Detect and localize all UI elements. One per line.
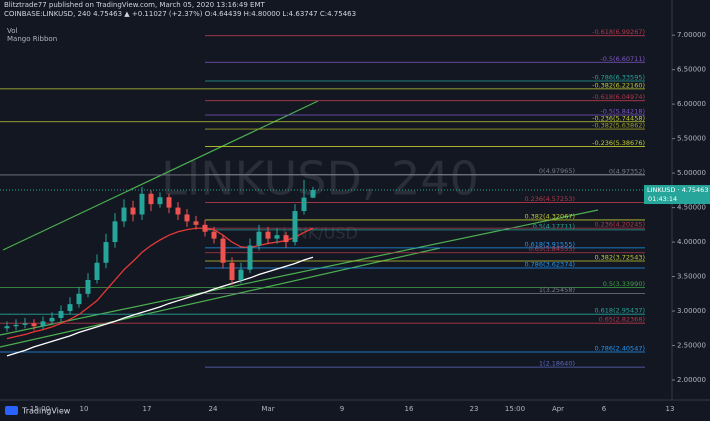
candle-body <box>58 311 64 318</box>
x-tick-label: Apr <box>552 405 564 413</box>
x-tick-label: 13 <box>666 405 675 413</box>
candle-body <box>31 323 37 327</box>
fib-label: -0.786(6.33595) <box>592 73 645 81</box>
candle-body <box>202 224 208 232</box>
fib-label: -0.236(5.74458) <box>592 114 645 122</box>
candle-body <box>13 324 19 327</box>
candle-body <box>67 304 73 312</box>
y-tick-label: 5.50000 <box>677 135 706 143</box>
candle-body <box>310 190 316 198</box>
indicator-vol: Vol <box>7 27 18 35</box>
y-tick-label: 7.00000 <box>677 31 706 39</box>
candle-body <box>256 231 262 246</box>
fib-label: 0.382(4.32067) <box>524 212 575 220</box>
candle-body <box>274 235 280 239</box>
y-tick-label: 2.50000 <box>677 342 706 350</box>
fib-label: 0.786(3.62374) <box>524 261 575 269</box>
candle-body <box>4 326 10 329</box>
fib-label: 1(2.18640) <box>539 360 575 368</box>
fib-label: 0.618(3.91555) <box>524 240 575 248</box>
countdown: 01:43:14 <box>648 195 677 203</box>
candle-body <box>247 245 253 270</box>
fib-label: -0.5(5.84218) <box>600 108 645 116</box>
x-tick-label: 15:00 <box>30 405 50 413</box>
y-tick-label: 3.00000 <box>677 307 706 315</box>
x-tick-label: 24 <box>209 405 218 413</box>
ma-line <box>6 256 314 357</box>
x-tick-label: 15:00 <box>505 405 525 413</box>
candle-body <box>76 293 82 305</box>
candle-body <box>292 211 298 243</box>
trend-line <box>2 100 319 251</box>
candle-body <box>157 197 163 205</box>
x-tick-label: 9 <box>340 405 344 413</box>
candle-body <box>220 238 226 263</box>
fib-label: 0.382(3.72543) <box>594 254 645 262</box>
candle-body <box>130 207 136 215</box>
y-tick-label: 4.50000 <box>677 204 706 212</box>
fib-label: -0.382(6.22160) <box>592 81 645 89</box>
fib-label: -0.618(6.99267) <box>592 28 645 36</box>
candle-body <box>175 207 181 215</box>
x-tick-label: 17 <box>143 405 152 413</box>
candle-body <box>301 197 307 212</box>
symbol-info: COINBASE:LINKUSD, 240 4.75463 ▲ +0.11027… <box>4 10 356 18</box>
candle-body <box>40 321 46 327</box>
price-tag-box <box>644 185 710 205</box>
x-tick-label: 10 <box>80 405 89 413</box>
candle-body <box>148 193 154 205</box>
candle-body <box>211 231 217 239</box>
candle-body <box>184 214 190 222</box>
fib-label: 0.65(3.84555) <box>529 245 575 253</box>
x-tick-label: 16 <box>405 405 414 413</box>
x-tick-label: Mar <box>261 405 274 413</box>
indicator-ribbon: Mango Ribbon <box>7 35 57 43</box>
candle-body <box>103 242 109 263</box>
fib-label: 0.5(3.33990) <box>603 280 645 288</box>
candle-body <box>121 207 127 222</box>
fib-label: -0.618(6.04974) <box>592 93 645 101</box>
fib-label: 0.618(2.95437) <box>594 307 645 315</box>
candle-body <box>85 280 91 294</box>
fib-label: -0.236(5.38676) <box>592 139 645 147</box>
candle-body <box>22 323 28 325</box>
x-tick-label: 23 <box>470 405 479 413</box>
price-tag: LINKUSD · 4.75463 <box>647 186 708 194</box>
x-tick-label: 6 <box>602 405 607 413</box>
candle-body <box>283 235 289 243</box>
y-tick-label: 3.50000 <box>677 273 706 281</box>
publisher: Blitztrade77 published on TradingView.co… <box>4 1 265 9</box>
candle-body <box>166 197 172 208</box>
candle-body <box>238 269 244 280</box>
candle-body <box>229 262 235 280</box>
y-tick-label: 5.00000 <box>677 169 706 177</box>
brand-logo <box>5 406 18 415</box>
fib-label: 0.236(4.57253) <box>524 195 575 203</box>
candle-body <box>112 221 118 243</box>
candle-body <box>49 317 55 322</box>
fib-label: 0.236(4.20245) <box>594 221 645 229</box>
y-tick-label: 2.00000 <box>677 376 706 384</box>
y-tick-label: 4.00000 <box>677 238 706 246</box>
ma-line <box>6 227 314 340</box>
brand: TradingView <box>21 407 71 416</box>
fib-label: 0.786(2.40547) <box>594 345 645 353</box>
fib-label: -0.5(6.60711) <box>600 55 645 63</box>
y-tick-label: 6.00000 <box>677 100 706 108</box>
fib-label: 0.5(4.17711) <box>533 222 575 230</box>
watermark: LINKUSD, 240 <box>161 152 479 206</box>
fib-label: 0(4.97352) <box>609 167 645 175</box>
y-tick-label: 6.50000 <box>677 66 706 74</box>
candle-body <box>193 221 199 225</box>
fib-label: -0.382(5.63862) <box>592 122 645 130</box>
candle-body <box>139 193 145 215</box>
fib-label: 0(4.97965) <box>539 167 575 175</box>
fib-label: 1(3.25458) <box>539 286 575 294</box>
trend-line <box>0 247 441 348</box>
fib-label: 0.65(2.82368) <box>599 316 645 324</box>
candle-body <box>265 231 271 239</box>
candle-body <box>94 262 100 280</box>
